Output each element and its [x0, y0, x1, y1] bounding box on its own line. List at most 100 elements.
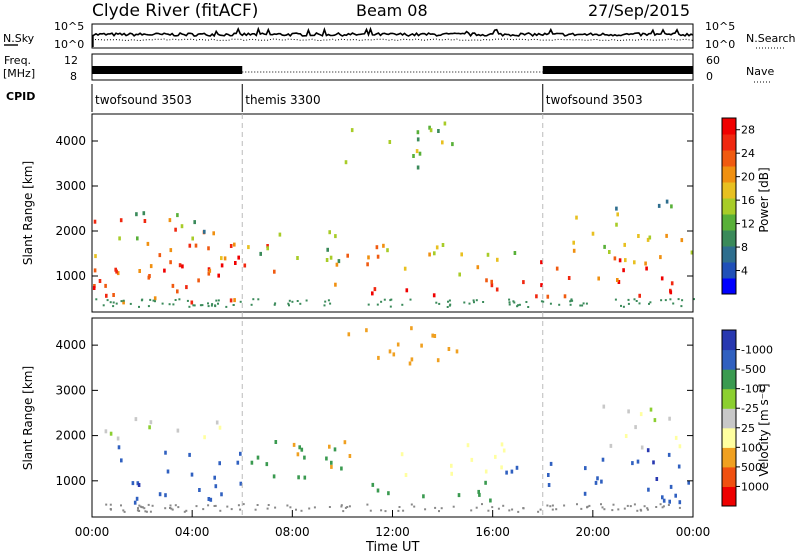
heatmap-cell: [489, 498, 492, 503]
colorbar-swatch: [722, 166, 736, 183]
heatmap-cell: [615, 206, 618, 211]
heatmap-speckle: [424, 508, 427, 511]
frequency-bar-first: [92, 66, 243, 74]
heatmap-cell: [618, 258, 622, 263]
heatmap-cell: [412, 154, 415, 158]
heatmap-speckle: [299, 302, 302, 305]
heatmap-cell: [490, 283, 494, 288]
heatmap-speckle: [308, 507, 311, 510]
colorbar-swatch: [722, 408, 736, 429]
heatmap-cell: [433, 251, 436, 256]
heatmap-cell: [237, 255, 240, 260]
heatmap-speckle: [617, 508, 620, 511]
heatmap-cell: [213, 475, 216, 480]
heatmap-cell: [233, 298, 236, 303]
heatmap-speckle: [627, 302, 630, 305]
heatmap-cell: [118, 236, 121, 241]
heatmap-cell: [572, 248, 576, 253]
heatmap-speckle: [470, 509, 473, 512]
heatmap-cell: [191, 236, 194, 241]
heatmap-cell: [297, 475, 300, 480]
heatmap-cell: [197, 278, 200, 283]
heatmap-speckle: [508, 298, 511, 301]
heatmap-cell: [484, 469, 488, 474]
velocity-colorbar-tick-label: -500: [741, 363, 766, 376]
heatmap-cell: [376, 488, 380, 493]
heatmap-cell: [535, 294, 538, 299]
heatmap-speckle: [115, 302, 118, 305]
x-tick-label: 16:00: [475, 525, 510, 539]
noise-panel-frame: [91, 23, 694, 49]
heatmap-cell: [347, 332, 351, 337]
heatmap-speckle: [643, 505, 646, 508]
heatmap-speckle: [183, 510, 186, 513]
heatmap-speckle: [207, 504, 210, 507]
heatmap-cell: [116, 436, 120, 441]
heatmap-speckle: [540, 300, 543, 303]
heatmap-cell: [158, 253, 162, 258]
heatmap-speckle: [147, 503, 150, 506]
heatmap-cell: [437, 129, 440, 133]
heatmap-speckle: [680, 305, 683, 308]
heatmap-speckle: [558, 303, 561, 306]
noise-search-label: N.Search: [746, 32, 796, 45]
nave-label: Nave: [746, 65, 774, 78]
heatmap-speckle: [210, 304, 213, 307]
heatmap-cell: [180, 224, 184, 229]
heatmap-cell: [616, 278, 619, 282]
heatmap-speckle: [174, 299, 177, 301]
heatmap-cell: [639, 412, 643, 417]
heatmap-speckle: [151, 504, 154, 507]
heatmap-speckle: [300, 509, 303, 512]
frequency-bar-last: [542, 66, 693, 74]
heatmap-cell: [637, 234, 640, 238]
heatmap-cell: [513, 251, 517, 255]
heatmap-speckle: [627, 298, 630, 301]
heatmap-cell: [603, 244, 606, 249]
heatmap-cell: [638, 293, 641, 298]
heatmap-speckle: [273, 303, 276, 306]
heatmap-cell: [135, 496, 139, 501]
heatmap-cell: [416, 137, 420, 142]
heatmap-cell: [623, 242, 626, 247]
heatmap-speckle: [254, 508, 257, 511]
heatmap-speckle: [446, 306, 449, 308]
heatmap-cell: [373, 287, 377, 292]
heatmap-speckle: [410, 503, 413, 506]
heatmap-cell: [375, 245, 379, 250]
heatmap-speckle: [629, 505, 632, 508]
heatmap-cell: [178, 263, 182, 268]
velocity-colorbar-tick-label: -1000: [741, 344, 773, 357]
heatmap-cell: [429, 128, 433, 133]
heatmap-speckle: [660, 299, 663, 302]
heatmap-cell: [500, 442, 504, 447]
heatmap-cell: [239, 481, 243, 486]
heatmap-cell: [348, 454, 352, 458]
velocity-heatmap: [104, 326, 690, 513]
heatmap-cell: [546, 294, 550, 299]
heatmap-speckle: [169, 507, 171, 509]
heatmap-cell: [396, 342, 400, 347]
heatmap-speckle: [291, 300, 294, 303]
heatmap-speckle: [305, 299, 308, 302]
heatmap-cell: [117, 445, 121, 450]
velocity-colorbar-tick-label: 1000: [741, 480, 769, 493]
heatmap-cell: [505, 470, 508, 475]
station-title: Clyde River (fitACF): [92, 1, 258, 21]
heatmap-cell: [634, 425, 637, 430]
heatmap-cell: [609, 443, 613, 448]
heatmap-cell: [136, 236, 139, 241]
heatmap-speckle: [497, 507, 500, 510]
heatmap-cell: [486, 252, 490, 257]
heatmap-speckle: [481, 503, 483, 506]
heatmap-cell: [678, 500, 682, 505]
heatmap-cell: [435, 245, 439, 250]
heatmap-speckle: [109, 503, 112, 506]
heatmap-cell: [198, 488, 201, 492]
heatmap-speckle: [211, 303, 214, 306]
heatmap-speckle: [571, 299, 574, 302]
heatmap-speckle: [646, 508, 649, 511]
heatmap-cell: [134, 417, 138, 422]
heatmap-speckle: [217, 302, 219, 305]
heatmap-cell: [146, 241, 150, 246]
